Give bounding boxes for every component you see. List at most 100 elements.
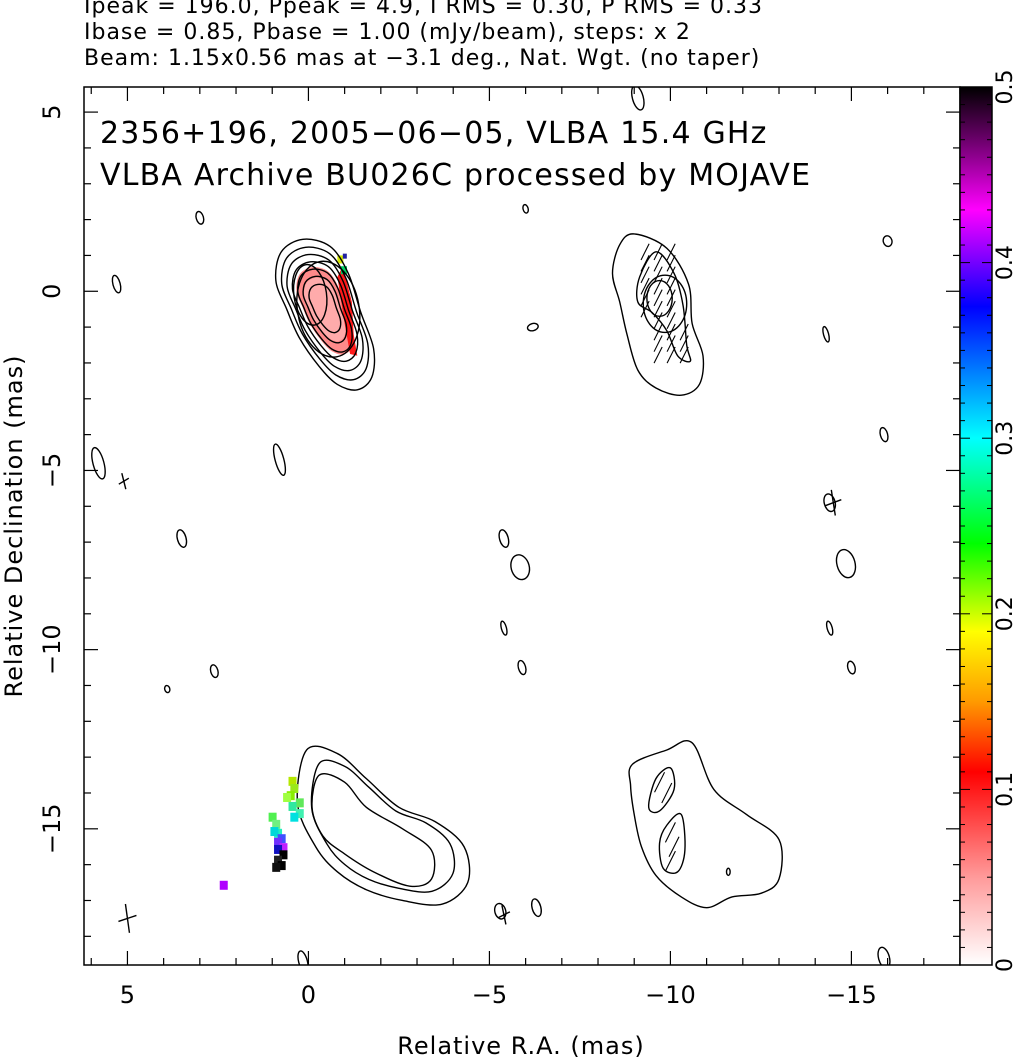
noise-contour bbox=[272, 443, 287, 477]
evpa-stick bbox=[654, 771, 666, 793]
x-tick-label: −15 bbox=[826, 981, 877, 1009]
plot-frame bbox=[83, 86, 961, 966]
evpa-stick bbox=[653, 323, 663, 341]
evpa-stick bbox=[653, 300, 663, 318]
panel-label-1: 2356+196, 2005−06−05, VLBA 15.4 GHz bbox=[100, 116, 768, 151]
evpa-stick bbox=[666, 300, 676, 318]
evpa-stick bbox=[679, 346, 689, 364]
evpa-stick bbox=[640, 277, 650, 295]
header-line-2: Ibase = 0.85, Pbase = 1.00 (mJy/beam), s… bbox=[84, 20, 691, 45]
evpa-stick bbox=[666, 346, 676, 364]
noise-cross bbox=[501, 905, 507, 925]
evpa-stick bbox=[661, 782, 673, 804]
contour-core-peak bbox=[292, 263, 328, 326]
contour-core-5 bbox=[297, 268, 353, 353]
noise-contour bbox=[522, 203, 530, 214]
evpa-stick bbox=[653, 346, 663, 364]
evpa-stick bbox=[653, 312, 663, 330]
evpa-stick bbox=[664, 850, 676, 872]
polarization-pixel bbox=[295, 809, 304, 819]
evpa-stick bbox=[640, 243, 650, 261]
x-tick-label: −10 bbox=[645, 981, 696, 1009]
polarization-pixel bbox=[290, 812, 299, 822]
evpa-stick bbox=[653, 277, 663, 295]
evpa-stick bbox=[666, 323, 676, 341]
y-tick-label: −15 bbox=[38, 803, 66, 854]
contour-panel2-inner bbox=[635, 251, 692, 363]
noise-contour bbox=[498, 529, 510, 548]
x-axis-label: Relative R.A. (mas) bbox=[397, 1032, 644, 1060]
noise-contour bbox=[630, 87, 645, 111]
evpa-stick bbox=[666, 243, 676, 261]
noise-contour bbox=[195, 210, 205, 225]
polarization-pixel bbox=[283, 792, 292, 802]
noise-contour bbox=[877, 946, 891, 965]
x-tick-label: 5 bbox=[120, 981, 135, 1009]
contour-core-3 bbox=[286, 253, 364, 372]
contour-panel3-inner bbox=[311, 772, 436, 888]
polarization-fill-core-inner bbox=[304, 277, 346, 342]
contour-panel4-blob1 bbox=[647, 766, 676, 814]
colorbar-gradient bbox=[959, 86, 993, 966]
colorbar-tick-label: 0.5 bbox=[993, 70, 1018, 105]
evpa-stick bbox=[666, 254, 676, 272]
evpa-stick bbox=[653, 335, 663, 352]
y-tick-label: 5 bbox=[38, 104, 66, 119]
contour-core-7 bbox=[308, 283, 342, 334]
map-content bbox=[91, 87, 893, 965]
noise-contour bbox=[835, 548, 857, 579]
colorbar-tick-label: 0.1 bbox=[993, 772, 1018, 807]
polarization-pixel bbox=[268, 812, 277, 822]
noise-contour bbox=[526, 322, 539, 332]
polarization-pixel bbox=[295, 798, 304, 808]
header-line-3: Beam: 1.15x0.56 mas at −3.1 deg., Nat. W… bbox=[84, 46, 761, 71]
polarization-pixel bbox=[270, 827, 279, 837]
evpa-stick bbox=[653, 289, 663, 307]
polarization-pixel-green bbox=[341, 266, 348, 275]
evpa-stick bbox=[666, 266, 676, 284]
noise-contour bbox=[163, 684, 171, 694]
beam-cross bbox=[124, 903, 131, 933]
evpa-stick bbox=[640, 254, 650, 272]
noise-contour bbox=[882, 235, 893, 248]
y-axis-label: Relative Declination (mas) bbox=[0, 354, 28, 697]
contour-panel3-outer bbox=[296, 745, 471, 906]
noise-cross bbox=[121, 473, 127, 490]
noise-contour bbox=[91, 446, 106, 480]
y-tick-label: 0 bbox=[38, 284, 66, 299]
noise-contour bbox=[879, 426, 889, 443]
evpa-stick bbox=[640, 266, 650, 284]
noise-contour bbox=[297, 950, 309, 965]
polarization-pixel bbox=[274, 855, 283, 865]
contour-core-peak-outer bbox=[296, 260, 361, 358]
polarization-pixel bbox=[279, 843, 288, 853]
evpa-stick bbox=[640, 300, 650, 318]
noise-contour bbox=[493, 902, 507, 920]
polarization-pixel bbox=[272, 862, 281, 872]
colorbar-tick-label: 0 bbox=[993, 958, 1018, 972]
contour-panel4-speck bbox=[725, 867, 731, 877]
colorbar: 0 0.1 0.2 0.3 0.4 0.5 bbox=[959, 70, 1018, 972]
colorbar-tick-label: 0.4 bbox=[993, 245, 1018, 280]
x-tick-label: 0 bbox=[301, 981, 316, 1009]
evpa-stick bbox=[664, 822, 676, 843]
polarization-pixel-blue bbox=[342, 253, 347, 259]
noise-contour bbox=[846, 660, 856, 675]
contour-core-1 bbox=[274, 238, 376, 391]
evpa-stick bbox=[679, 323, 689, 341]
contour-panel3-mid bbox=[310, 759, 456, 893]
evpa-stick bbox=[653, 266, 663, 284]
plot-axes: 5 0 −5 −10 −15 5 0 −5 −10 −15 bbox=[38, 86, 961, 1009]
evpa-stick bbox=[666, 277, 676, 295]
evpa-stick bbox=[666, 289, 676, 307]
contour-panel4-outer bbox=[628, 739, 783, 909]
contour-panel2-core bbox=[646, 279, 673, 318]
polarization-pixel bbox=[288, 776, 297, 786]
evpa-stick bbox=[640, 289, 650, 307]
panel-label-2: VLBA Archive BU026C processed by MOJAVE bbox=[100, 158, 811, 193]
polarization-pixel bbox=[274, 837, 283, 847]
colorbar-tick-label: 0.3 bbox=[993, 421, 1018, 456]
evpa-stick bbox=[666, 335, 676, 352]
noise-contour bbox=[823, 493, 837, 513]
